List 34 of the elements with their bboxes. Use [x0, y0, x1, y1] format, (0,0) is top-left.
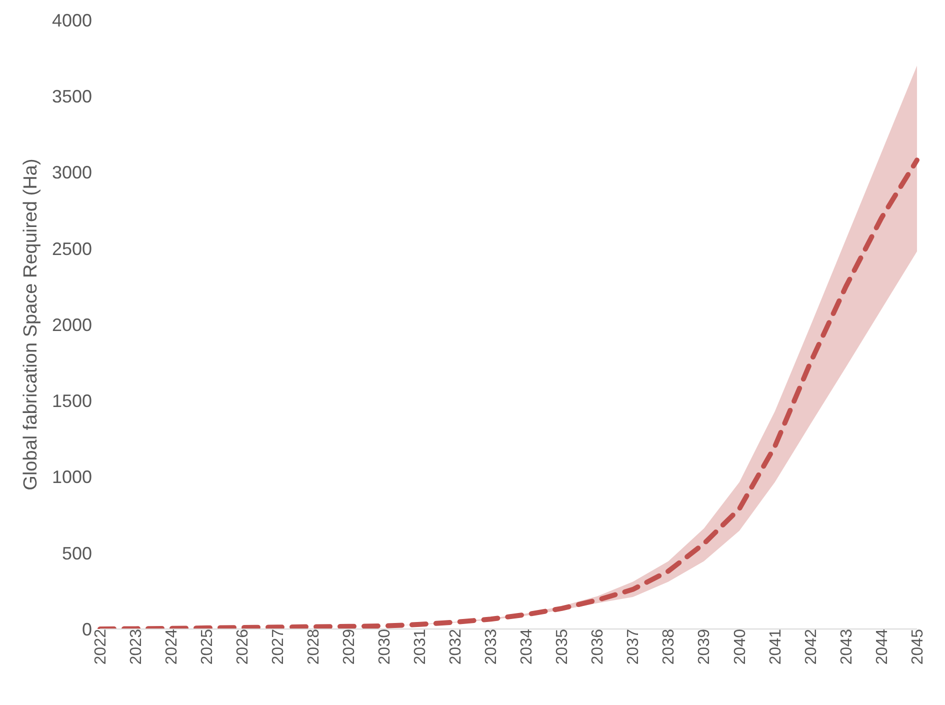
x-tick-label: 2043: [838, 628, 856, 665]
x-tick-label: 2029: [341, 628, 358, 665]
y-tick-label: 500: [62, 543, 92, 564]
y-tick-label: 0: [82, 619, 92, 640]
x-tick-label: 2033: [483, 628, 500, 665]
x-tick-label: 2026: [234, 628, 252, 665]
x-tick-label: 2027: [270, 628, 287, 665]
x-tick-label: 2036: [590, 628, 607, 665]
y-tick-label: 2000: [52, 314, 92, 335]
y-tick-label: 4000: [52, 10, 92, 30]
x-tick-label: 2041: [767, 628, 784, 665]
x-tick-label: 2045: [909, 628, 926, 665]
x-tick-label: 2023: [128, 628, 145, 665]
y-tick-label: 3000: [52, 162, 92, 183]
y-tick-label: 1500: [52, 391, 92, 412]
x-tick-label: 2032: [448, 628, 465, 665]
x-tick-label: 2034: [518, 628, 536, 665]
y-tick-label: 3500: [52, 86, 92, 107]
x-tick-label: 2042: [802, 628, 820, 665]
x-tick-label: 2022: [92, 628, 110, 665]
x-tick-label: 2024: [163, 628, 180, 665]
x-tick-label: 2025: [198, 628, 216, 665]
x-tick-label: 2035: [554, 628, 572, 665]
x-tick-label: 2044: [874, 628, 891, 665]
x-tick-label: 2028: [305, 628, 322, 665]
x-tick-label: 2030: [376, 628, 394, 665]
y-tick-label: 2500: [52, 238, 92, 259]
x-tick-label: 2037: [625, 628, 642, 665]
x-tick-label: 2039: [696, 628, 714, 665]
x-tick-label: 2040: [732, 628, 749, 665]
x-tick-label: 2038: [660, 628, 678, 665]
y-tick-label: 1000: [52, 467, 92, 488]
x-tick-label: 2031: [412, 628, 430, 665]
y-axis-title: Global fabrication Space Required (Ha): [20, 158, 42, 490]
